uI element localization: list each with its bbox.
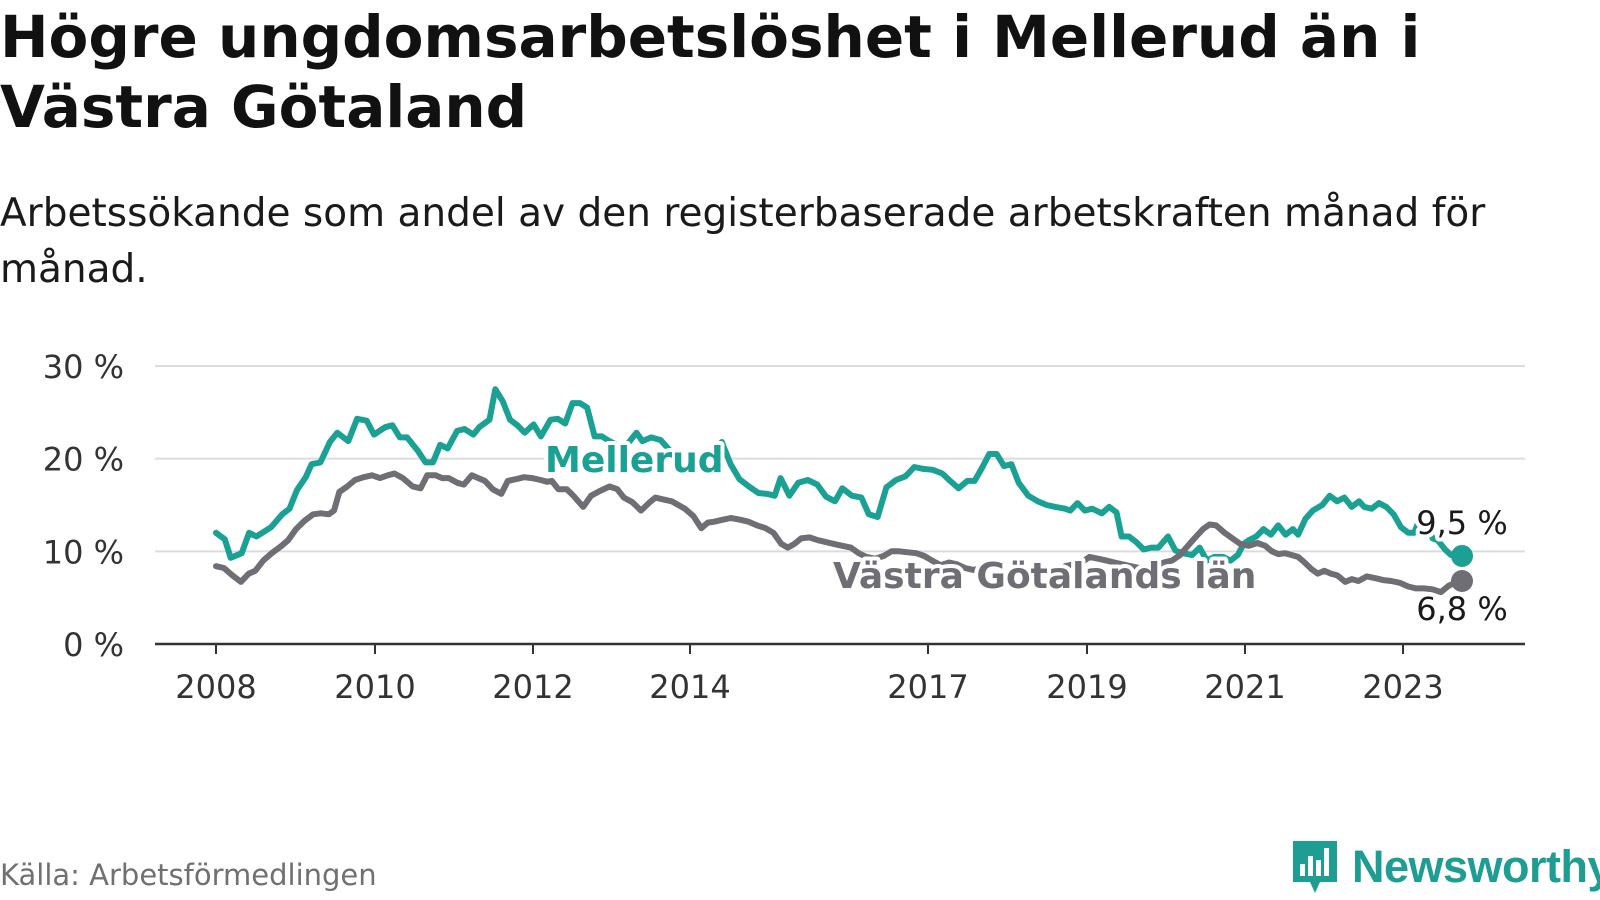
series-line-mellerud bbox=[213, 386, 1465, 564]
x-axis: 2008 2010 2012 2014 2017 2019 2021 2023 bbox=[155, 642, 1525, 706]
end-value-vastra-gotaland: 6,8 % bbox=[1416, 590, 1507, 628]
x-tick-label: 2021 bbox=[1204, 668, 1285, 706]
series-labels: Mellerud Västra Götalands län 9,5 % 6,8 % bbox=[541, 436, 1512, 632]
x-tick-label: 2012 bbox=[492, 668, 573, 706]
x-tick-label: 2008 bbox=[175, 668, 256, 706]
brand-name: Newsworthy bbox=[1352, 841, 1600, 892]
chart-subtitle: Arbetssökande som andel av den registerb… bbox=[0, 191, 1486, 292]
chart-title: Högre ungdomsarbetslöshet i Mellerud än … bbox=[0, 3, 1421, 141]
series-label-mellerud: Mellerud bbox=[545, 440, 724, 481]
x-tick-label: 2010 bbox=[334, 668, 415, 706]
gridlines bbox=[155, 365, 1525, 553]
y-tick-label: 10 % bbox=[43, 533, 124, 571]
end-point-vastra-gotaland bbox=[1451, 569, 1473, 592]
line-chart: 0 % 10 % 20 % 30 % 2008 2010 2012 2014 2017 2019… bbox=[43, 348, 1525, 706]
y-tick-label: 30 % bbox=[43, 348, 124, 386]
series-line-vastra-gotaland bbox=[213, 470, 1465, 596]
end-value-mellerud: 9,5 % bbox=[1416, 504, 1507, 542]
series-lines bbox=[213, 386, 1473, 596]
source-note: Källa: Arbetsförmedlingen bbox=[0, 858, 377, 892]
x-tick-label: 2019 bbox=[1046, 668, 1127, 706]
y-axis-ticks: 0 % 10 % 20 % 30 % bbox=[43, 348, 124, 664]
newsworthy-logo-icon bbox=[1293, 841, 1337, 893]
y-tick-label: 20 % bbox=[43, 441, 124, 479]
newsworthy-brand[interactable]: Newsworthy bbox=[1290, 838, 1600, 896]
x-tick-label: 2014 bbox=[649, 668, 730, 706]
series-label-vastra-gotaland: Västra Götalands län bbox=[833, 556, 1256, 597]
end-point-mellerud bbox=[1451, 544, 1473, 567]
x-tick-label: 2017 bbox=[887, 668, 968, 706]
x-tick-label: 2023 bbox=[1362, 668, 1443, 706]
y-tick-label: 0 % bbox=[63, 626, 124, 664]
